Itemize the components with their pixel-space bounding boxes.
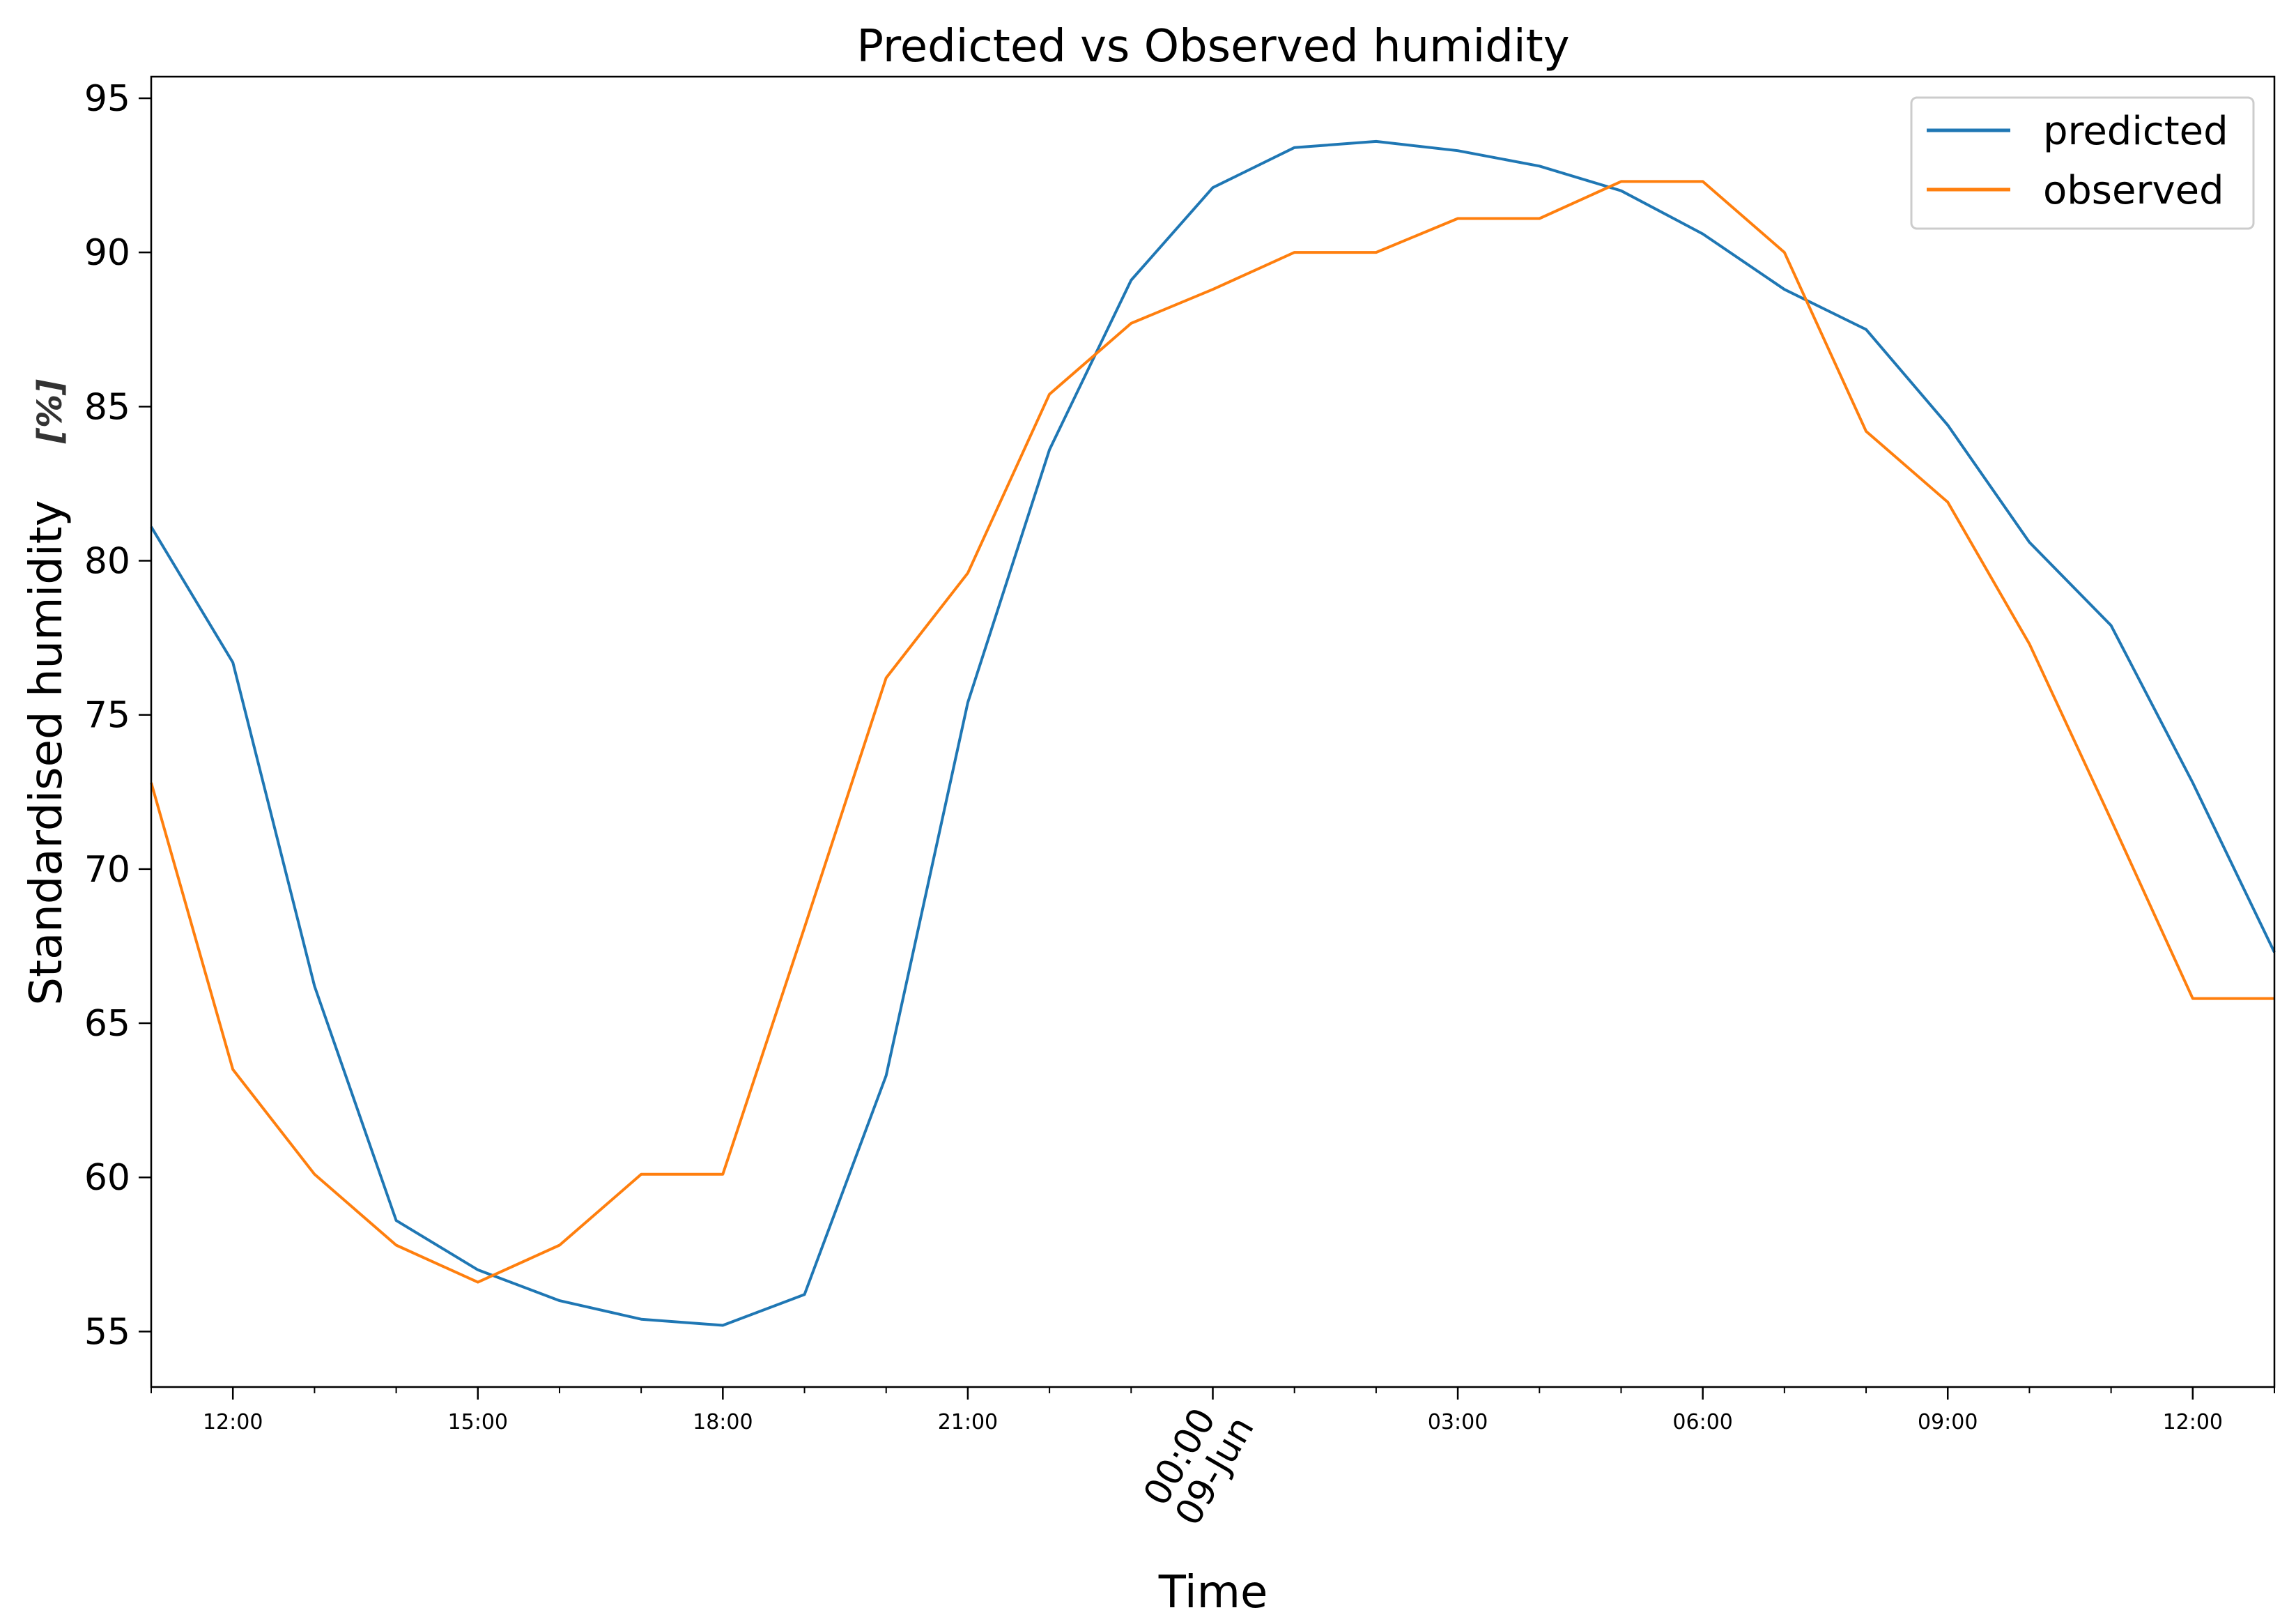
- y-tick-label: 75: [84, 695, 130, 737]
- legend-label-predicted: predicted: [2043, 109, 2228, 154]
- y-tick-label: 95: [84, 78, 130, 120]
- y-axis-unit: [%]: [31, 379, 70, 444]
- y-tick-label: 85: [84, 386, 130, 428]
- x-tick-label: 15:00: [448, 1410, 508, 1434]
- legend: predicted observed: [1910, 96, 2255, 230]
- y-tick-label: 55: [84, 1311, 130, 1353]
- y-tick-label: 60: [84, 1157, 130, 1199]
- y-tick-label: 80: [84, 540, 130, 582]
- legend-label-observed: observed: [2043, 168, 2224, 213]
- series-line-observed: [150, 180, 2274, 1284]
- y-axis-label-group: Standardised humidity [%]: [21, 379, 72, 1006]
- y-tick-label: 70: [84, 849, 130, 891]
- x-axis-label: Time: [1158, 1567, 1268, 1618]
- x-tick-label: 21:00: [938, 1410, 998, 1434]
- plot-frame: [150, 75, 2276, 1388]
- x-tick-label: 12:00: [203, 1410, 263, 1434]
- x-tick-label: 03:00: [1428, 1410, 1488, 1434]
- chart-title: Predicted vs Observed humidity: [856, 21, 1569, 72]
- y-tick-label: 65: [84, 1003, 130, 1045]
- x-tick-label: 18:00: [693, 1410, 753, 1434]
- x-tick-label: 09:00: [1918, 1410, 1978, 1434]
- series-line-predicted: [150, 139, 2276, 1327]
- y-axis-label: Standardised humidity: [21, 500, 72, 1005]
- y-tick-label: 90: [84, 232, 130, 274]
- x-tick-label: 12:00: [2163, 1410, 2223, 1434]
- x-tick-label: 06:00: [1672, 1410, 1732, 1434]
